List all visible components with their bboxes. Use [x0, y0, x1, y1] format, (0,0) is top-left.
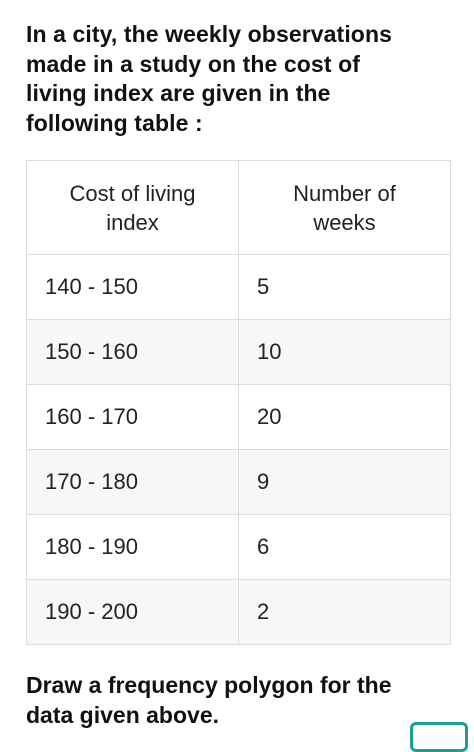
table-cell: 150 - 160	[26, 319, 239, 385]
table-cell: 140 - 150	[26, 254, 239, 320]
text-line: following table :	[26, 109, 203, 136]
intro-text: In a city, the weekly observations made i…	[26, 20, 466, 138]
table-cell: 10	[238, 319, 451, 385]
table-cell: 9	[238, 449, 451, 515]
header-line: Number of	[293, 180, 396, 206]
table-cell: 180 - 190	[26, 514, 239, 580]
table-cell: 6	[238, 514, 451, 580]
table-row: 160 - 170 20	[26, 384, 451, 450]
text-line: data given above.	[26, 701, 220, 728]
data-table: Cost of living index Number of weeks 140 - 1…	[26, 160, 451, 645]
table-cell: 20	[238, 384, 451, 450]
answer-button[interactable]	[410, 722, 468, 752]
header-cell: Number of weeks	[238, 160, 451, 255]
table-cell: 2	[238, 579, 451, 645]
table-cell: 160 - 170	[26, 384, 239, 450]
header-line: index	[106, 209, 159, 235]
table-cell: 170 - 180	[26, 449, 239, 515]
table-row: 190 - 200 2	[26, 579, 451, 645]
text-line: In a city, the weekly observations	[26, 21, 392, 47]
header-line: Cost of living	[69, 180, 196, 206]
text-line: made in a study on the cost of	[26, 50, 360, 77]
table-cell: 190 - 200	[26, 579, 239, 645]
page: {"intro": {"lines": ["In a city, the wee…	[26, 20, 468, 752]
header-line: weeks	[313, 209, 376, 235]
header-row: Cost of living index Number of weeks	[26, 160, 451, 255]
table-row: 150 - 160 10	[26, 319, 451, 385]
table-cell: 5	[238, 254, 451, 320]
table-row: 180 - 190 6	[26, 514, 451, 580]
table-row: 170 - 180 9	[26, 449, 451, 515]
table-row: 140 - 150 5	[26, 254, 451, 320]
header-cell: Cost of living index	[26, 160, 239, 255]
text-line: Draw a frequency polygon for the	[26, 672, 392, 698]
text-line: living index are given in the	[26, 80, 331, 106]
question-text: Draw a frequency polygon for the data giv…	[26, 671, 466, 730]
